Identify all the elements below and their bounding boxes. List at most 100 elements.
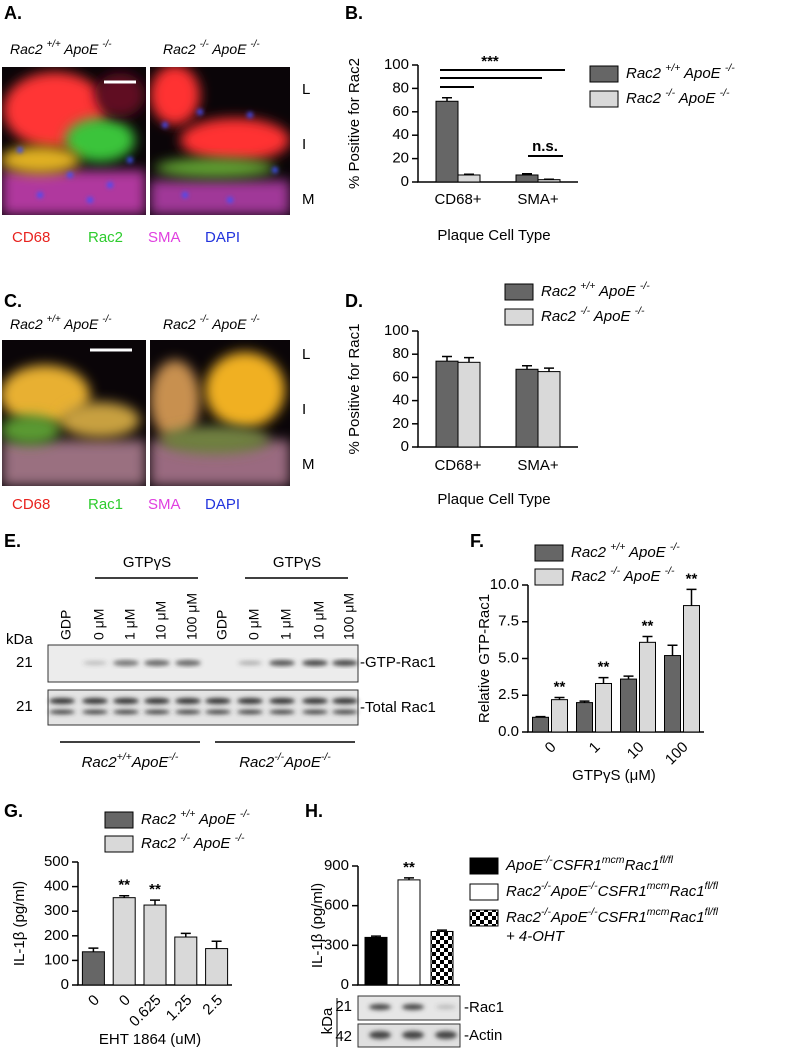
x-tick-label: 2.5 xyxy=(199,992,226,1019)
bar xyxy=(365,937,387,985)
layer-label: L xyxy=(302,346,310,363)
legend-label-part: ApoE xyxy=(625,544,669,561)
legend-label: Rac2-/-ApoE-/-CSFR1mcmRac1fl/fl xyxy=(506,880,719,900)
panel-label: D. xyxy=(345,291,363,311)
error-bar xyxy=(464,174,474,175)
legend-label-part: -/- xyxy=(541,880,551,892)
legend-label-part: Rac2 xyxy=(541,283,580,300)
bar xyxy=(436,101,458,182)
legend-label-part: ApoE xyxy=(620,568,664,585)
legend-label-part: -/- xyxy=(670,541,680,553)
legend-label-part: ApoE xyxy=(550,909,589,926)
legend-label-part: -/- xyxy=(725,62,735,74)
legend-swatch xyxy=(590,66,618,82)
image-title-part: -/- xyxy=(102,314,112,325)
lane-label: 0 μM xyxy=(91,609,107,640)
blot-e-part-part xyxy=(332,660,358,666)
panel-label: A. xyxy=(4,3,22,23)
bar xyxy=(596,683,612,732)
legend-label-part: -/- xyxy=(580,305,590,317)
image-title-part: ApoE xyxy=(209,316,251,332)
legend-label-part: Rac2 xyxy=(626,65,665,82)
legend-label-part: ApoE xyxy=(195,811,239,828)
bar xyxy=(175,937,197,985)
blot-e-part-part xyxy=(175,710,201,714)
legend-label: Rac2 +/+ ApoE -/- xyxy=(626,62,735,82)
layer-label: M xyxy=(302,191,315,208)
lane-label: 1 μM xyxy=(122,609,138,640)
treatment-label: GTPγS xyxy=(273,554,321,571)
x-tick-label: CD68+ xyxy=(434,457,481,474)
x-axis-label: Plaque Cell Type xyxy=(437,227,550,244)
x-axis-label: EHT 1864 (uM) xyxy=(99,1031,201,1048)
micrograph-c1-part xyxy=(0,415,60,445)
micrograph-c2-part xyxy=(160,426,270,454)
y-axis-label: % Positive for Rac2 xyxy=(346,58,363,189)
error-bar xyxy=(88,948,98,952)
blot-e-part-part xyxy=(113,660,139,666)
blot-e-part-part xyxy=(144,660,170,666)
band-label: -GTP-Rac1 xyxy=(360,654,436,671)
blot-h-part-part xyxy=(436,1005,456,1009)
legend-label-part: +/+ xyxy=(580,280,595,292)
legend-label-part: -/- xyxy=(240,808,250,820)
micrograph-a2-part xyxy=(150,65,200,125)
legend-label: Rac2 -/- ApoE -/- xyxy=(571,565,675,585)
legend-swatch xyxy=(470,884,498,900)
stain-label: Rac2 xyxy=(88,229,123,246)
micrograph-a2-part-part xyxy=(272,167,278,173)
legend-label-part: -/- xyxy=(635,305,645,317)
blot-e-part-part xyxy=(302,660,328,666)
blot-e-part-part xyxy=(302,710,328,714)
y-tick-label: 0.0 xyxy=(498,723,519,740)
micrograph-a2-part-part xyxy=(197,109,203,115)
group-label-part: ApoE xyxy=(283,754,322,771)
legend-swatch xyxy=(505,284,533,300)
bar xyxy=(552,700,568,732)
group-label: Rac2-/-ApoE-/- xyxy=(239,751,331,771)
panel-label: B. xyxy=(345,3,363,23)
legend-label: Rac2 -/- ApoE -/- xyxy=(141,832,245,852)
legend-label: Rac2 +/+ ApoE -/- xyxy=(541,280,650,300)
legend-label-part: mcm xyxy=(647,880,670,892)
blot-h-part-part xyxy=(402,1004,424,1010)
kda-value: 42 xyxy=(335,1028,352,1045)
significance-label: ** xyxy=(149,881,161,898)
stain-label: CD68 xyxy=(12,229,50,246)
legend-label-part: Rac2 xyxy=(141,835,180,852)
bar xyxy=(665,656,681,732)
blot-e-part-part xyxy=(205,698,231,704)
legend-label-part: ApoE xyxy=(550,883,589,900)
micrograph-a1 xyxy=(0,67,146,215)
legend-label-part: ApoE xyxy=(505,857,544,874)
significance-label: ** xyxy=(642,617,654,634)
layer-label: M xyxy=(302,456,315,473)
x-tick-label: 0 xyxy=(542,739,560,757)
micrograph-a2-part xyxy=(150,180,290,215)
bar xyxy=(516,175,538,182)
significance-label: n.s. xyxy=(532,138,558,155)
image-title-part: +/+ xyxy=(47,314,61,325)
legend-label-part: Rac1 xyxy=(670,909,705,926)
group-label-part: -/- xyxy=(321,751,331,763)
blot-e-part-part xyxy=(205,710,231,714)
blot-h-part-part xyxy=(435,1031,457,1039)
micrograph-a1-part-part xyxy=(37,192,43,198)
bar xyxy=(206,949,228,985)
error-bar xyxy=(464,358,474,363)
error-bar xyxy=(668,645,678,655)
x-tick-label: SMA+ xyxy=(517,191,559,208)
kda-label: kDa xyxy=(319,1007,336,1034)
legend-label-part: Rac1 xyxy=(670,883,705,900)
blot-e-part-part xyxy=(82,710,108,714)
panel-label: E. xyxy=(4,531,21,551)
legend-label-part: CSFR1 xyxy=(553,857,602,874)
blot-h-part-part xyxy=(369,1031,391,1039)
image-title-part: Rac2 xyxy=(163,41,200,57)
legend-label-part: +/+ xyxy=(180,808,195,820)
bar xyxy=(436,361,458,447)
group-label-part: ApoE xyxy=(131,754,170,771)
treatment-label: GTPγS xyxy=(123,554,171,571)
y-tick-label: 80 xyxy=(392,79,409,96)
